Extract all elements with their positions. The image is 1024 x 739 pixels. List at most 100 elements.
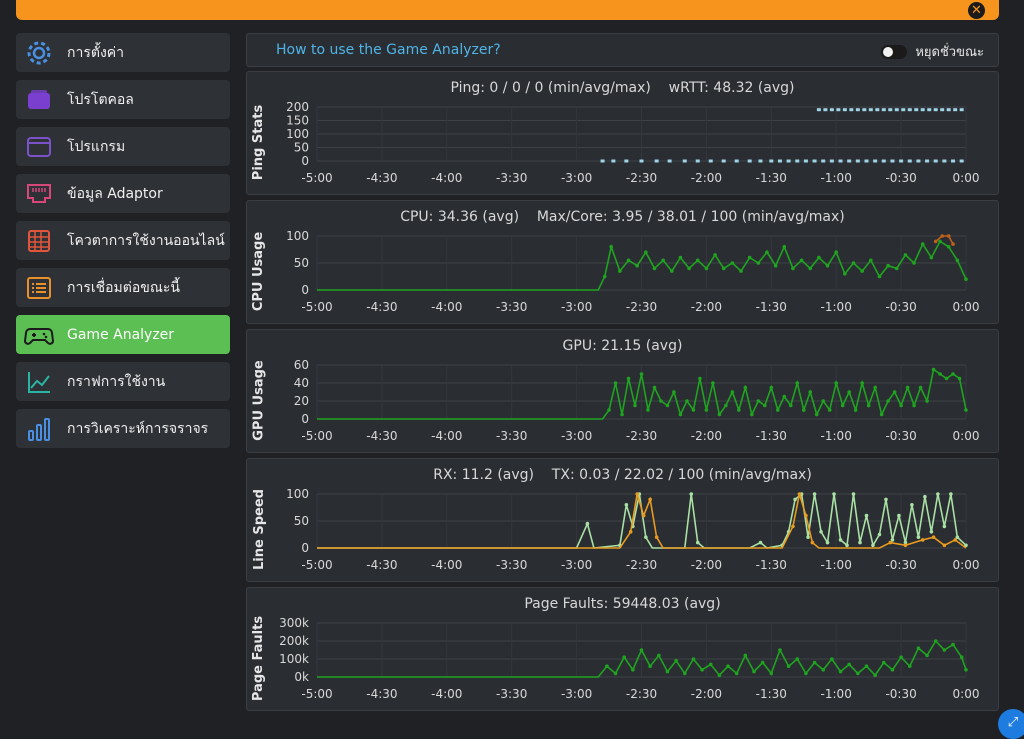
- data-point: [964, 668, 968, 672]
- data-point: [830, 657, 834, 661]
- data-point: [698, 376, 702, 381]
- x-tick-label: -5:00: [301, 300, 332, 314]
- chart-title: Page Faults: 59448.03 (avg): [524, 596, 721, 612]
- x-tick-label: -3:00: [561, 558, 592, 572]
- sidebar-item-4[interactable]: โควตาการใช้งานออนไลน์: [16, 221, 230, 260]
- data-point: [628, 530, 633, 534]
- sidebar-item-label: การตั้งค่า: [67, 44, 125, 61]
- x-tick-label: -3:00: [561, 171, 592, 185]
- sidebar-item-7[interactable]: กราฟการใช้งาน: [16, 362, 230, 401]
- data-point: [864, 513, 869, 518]
- data-point: [659, 399, 663, 403]
- data-point: [949, 492, 953, 496]
- close-icon[interactable]: ✕: [968, 2, 985, 19]
- data-point: [834, 381, 838, 385]
- x-tick-label: -4:00: [431, 558, 462, 572]
- data-point: [747, 255, 752, 260]
- data-point: [652, 266, 657, 271]
- data-point: [756, 399, 761, 403]
- sidebar-item-0[interactable]: การตั้งค่า: [16, 33, 230, 72]
- data-point: [838, 159, 843, 163]
- data-point: [752, 669, 756, 674]
- pause-toggle[interactable]: [881, 44, 908, 59]
- data-point: [624, 159, 629, 163]
- x-tick-label: -4:30: [366, 171, 397, 185]
- x-tick-label: -1:30: [756, 300, 787, 314]
- x-tick-label: -4:00: [431, 687, 462, 701]
- series-line: [317, 368, 967, 420]
- data-point: [778, 648, 782, 652]
- data-point: [691, 408, 696, 412]
- data-point: [964, 543, 968, 548]
- sidebar-item-2[interactable]: โปรแกรม: [16, 127, 230, 166]
- data-point: [916, 535, 921, 539]
- data-point: [946, 234, 951, 238]
- data-point: [892, 390, 897, 394]
- data-point: [806, 535, 810, 539]
- x-tick-label: -3:00: [561, 687, 592, 701]
- help-link[interactable]: How to use the Game Analyzer?: [276, 42, 501, 58]
- data-point: [717, 412, 722, 417]
- y-tick-label: 50: [294, 256, 309, 270]
- data-point: [951, 159, 956, 163]
- data-point: [691, 657, 696, 661]
- x-tick-label: -2:00: [691, 687, 722, 701]
- main-content: How to use the Game Analyzer? หยุดชั่วขณ…: [246, 33, 999, 716]
- resize-icon[interactable]: ⤢: [998, 709, 1024, 739]
- data-point: [795, 159, 800, 163]
- pause-control[interactable]: หยุดชั่วขณะ: [881, 41, 984, 62]
- data-point: [613, 381, 618, 385]
- data-point: [724, 403, 728, 408]
- data-point: [661, 258, 665, 263]
- series-line: [317, 493, 967, 549]
- pause-label: หยุดชั่วขณะ: [915, 45, 984, 60]
- y-tick-label: 100: [286, 127, 309, 141]
- data-point: [763, 403, 767, 408]
- data-point: [942, 648, 947, 652]
- data-point: [808, 266, 813, 271]
- data-point: [743, 653, 748, 658]
- data-point: [888, 108, 893, 112]
- data-point: [769, 159, 774, 163]
- data-point: [639, 648, 644, 652]
- data-point: [855, 159, 860, 163]
- data-point: [853, 408, 858, 412]
- data-point: [903, 253, 908, 257]
- data-point: [942, 524, 947, 529]
- data-point: [652, 385, 657, 390]
- data-point: [851, 261, 856, 265]
- data-point: [695, 159, 700, 163]
- y-tick-label: 0: [301, 283, 309, 297]
- data-point: [899, 403, 903, 408]
- data-point: [678, 412, 683, 417]
- y-tick-label: 100: [286, 487, 309, 501]
- data-point: [700, 668, 704, 672]
- data-point: [708, 159, 713, 163]
- sidebar-item-1[interactable]: โปรโตคอล: [16, 80, 230, 119]
- chart-panel-3: RX: 11.2 (avg) TX: 0.03 / 22.02 / 100 (m…: [246, 458, 999, 582]
- toggle-knob: [883, 46, 894, 57]
- data-point: [886, 263, 890, 268]
- data-point: [799, 258, 804, 263]
- sidebar-item-5[interactable]: การเชื่อมต่อขณะนี้: [16, 268, 230, 307]
- data-point: [838, 538, 843, 542]
- x-tick-label: -5:00: [301, 558, 332, 572]
- sidebar-item-3[interactable]: ข้อมูล Adaptor: [16, 174, 230, 213]
- data-point: [713, 253, 717, 257]
- sidebar-item-8[interactable]: การวิเคราะห์การจราจร: [16, 409, 230, 448]
- data-point: [849, 108, 854, 112]
- data-point: [881, 660, 886, 665]
- data-point: [886, 399, 890, 403]
- chart-panel-1: CPU: 34.36 (avg) Max/Core: 3.95 / 38.01 …: [246, 200, 999, 324]
- list-icon: [23, 272, 55, 304]
- data-point: [942, 159, 947, 163]
- data-point: [667, 159, 672, 163]
- data-point: [678, 255, 683, 260]
- x-tick-label: -4:30: [366, 687, 397, 701]
- sidebar-item-6[interactable]: Game Analyzer: [16, 315, 230, 354]
- data-point: [633, 403, 637, 408]
- ethernet-port-icon: [23, 178, 55, 210]
- data-point: [953, 538, 957, 542]
- x-tick-label: -3:30: [496, 687, 527, 701]
- data-point: [797, 492, 802, 496]
